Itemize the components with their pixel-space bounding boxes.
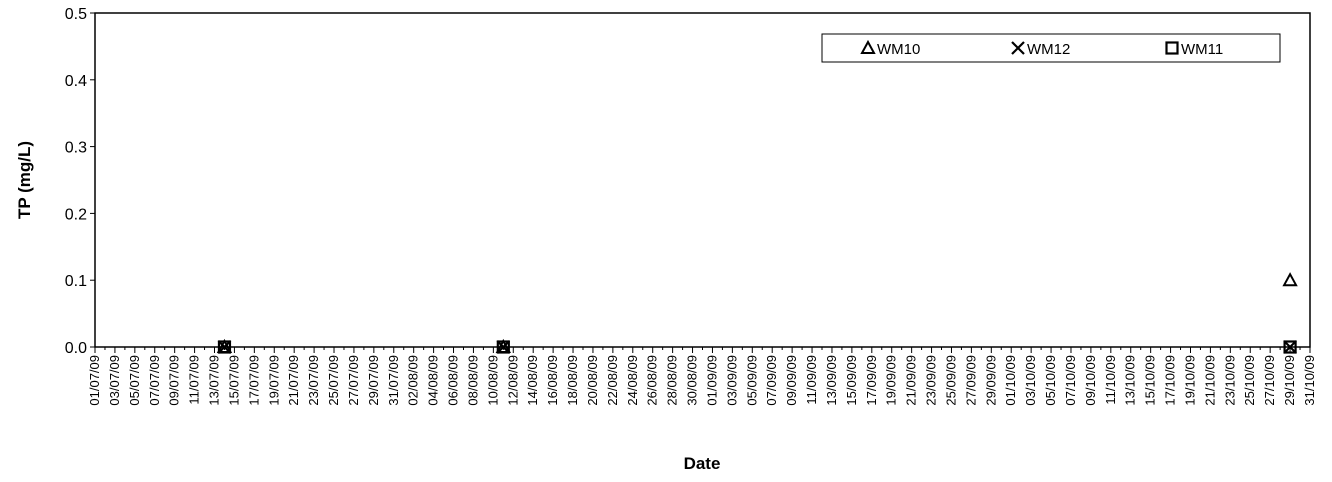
legend-marker-wm12 — [1011, 41, 1025, 55]
y-tick-label: 0.2 — [65, 206, 87, 223]
x-tick-label: 25/07/09 — [326, 355, 341, 406]
x-tick-label: 09/09/09 — [784, 355, 799, 406]
x-tick-label: 05/09/09 — [744, 355, 759, 406]
x-tick-label: 05/10/09 — [1043, 355, 1058, 406]
x-tick-label: 06/08/09 — [446, 355, 461, 406]
x-tick-label: 11/07/09 — [187, 355, 202, 405]
x-tick-label: 18/08/09 — [565, 355, 580, 406]
data-point-wm12 — [1283, 340, 1297, 354]
x-tick-label: 28/08/09 — [665, 355, 680, 406]
x-tick-label: 26/08/09 — [645, 355, 660, 406]
legend-marker-wm10 — [860, 39, 876, 54]
x-tick-label: 17/09/09 — [864, 355, 879, 406]
x-tick-label: 17/10/09 — [1163, 355, 1178, 406]
data-point-wm11 — [496, 340, 510, 354]
y-tick-label: 0.5 — [65, 6, 87, 23]
x-tick-label: 03/07/09 — [107, 355, 122, 406]
y-tick-label: 0.1 — [65, 273, 87, 290]
x-tick-label: 30/08/09 — [685, 355, 700, 406]
x-tick-label: 01/10/09 — [1003, 355, 1018, 406]
x-tick-label: 27/10/09 — [1262, 355, 1277, 406]
x-tick-label: 21/09/09 — [904, 355, 919, 406]
x-tick-label: 25/10/09 — [1242, 355, 1257, 406]
x-tick-label: 05/07/09 — [127, 355, 142, 406]
x-tick-label: 23/10/09 — [1222, 355, 1237, 406]
x-tick-label: 24/08/09 — [625, 355, 640, 406]
x-tick-label: 22/08/09 — [605, 355, 620, 406]
x-tick-label: 19/07/09 — [266, 355, 281, 406]
x-tick-label: 23/09/09 — [924, 355, 939, 406]
x-tick-label: 14/08/09 — [525, 355, 540, 406]
x-tick-label: 17/07/09 — [246, 355, 261, 406]
y-tick-label: 0.4 — [65, 73, 87, 90]
x-tick-label: 20/08/09 — [585, 355, 600, 406]
x-tick-label: 11/10/09 — [1103, 355, 1118, 405]
x-tick-label: 01/07/09 — [87, 355, 102, 406]
x-tick-label: 11/09/09 — [804, 355, 819, 405]
x-tick-label: 23/07/09 — [306, 355, 321, 406]
legend: WM10 WM12 WM11 — [821, 33, 1281, 63]
legend-marker-wm11 — [1165, 41, 1179, 55]
x-tick-label: 04/08/09 — [426, 355, 441, 406]
x-tick-label: 13/07/09 — [207, 355, 222, 406]
x-tick-label: 07/07/09 — [147, 355, 162, 406]
y-tick-label: 0.0 — [65, 340, 87, 357]
x-tick-label: 13/09/09 — [824, 355, 839, 406]
x-tick-label: 15/10/09 — [1143, 355, 1158, 406]
legend-label: WM11 — [1181, 41, 1223, 58]
x-tick-label: 31/07/09 — [386, 355, 401, 406]
data-point-wm12 — [217, 340, 232, 354]
x-tick-label: 25/09/09 — [943, 355, 958, 406]
x-tick-label: 09/07/09 — [167, 355, 182, 406]
x-tick-label: 19/09/09 — [884, 355, 899, 406]
x-tick-label: 29/09/09 — [983, 355, 998, 406]
data-point-wm11 — [1283, 340, 1297, 354]
x-tick-label: 10/08/09 — [485, 355, 500, 406]
x-tick-label: 21/07/09 — [286, 355, 301, 406]
x-tick-label: 03/09/09 — [724, 355, 739, 406]
x-tick-label: 31/10/09 — [1302, 355, 1317, 406]
y-axis-title: TP (mg/L) — [15, 141, 34, 219]
data-points — [216, 272, 1298, 354]
x-tick-label: 21/10/09 — [1202, 355, 1217, 406]
x-axis: 01/07/09 03/07/09 05/07/09 07/07/09 09/07/09… — [87, 347, 1317, 406]
x-axis-title: Date — [684, 454, 721, 473]
x-tick-label: 01/09/09 — [704, 355, 719, 406]
legend-label: WM12 — [1027, 41, 1070, 58]
x-tick-label: 03/10/09 — [1023, 355, 1038, 406]
x-tick-label: 07/10/09 — [1063, 355, 1078, 406]
x-tick-label: 15/09/09 — [844, 355, 859, 406]
x-tick-label: 02/08/09 — [406, 355, 421, 406]
x-tick-label: 29/07/09 — [366, 355, 381, 406]
x-tick-label: 29/10/09 — [1282, 355, 1297, 406]
x-tick-label: 09/10/09 — [1083, 355, 1098, 406]
data-point-wm10 — [1282, 272, 1298, 287]
data-point-wm12 — [496, 340, 511, 354]
data-point-wm11 — [217, 340, 232, 354]
x-tick-label: 13/10/09 — [1123, 355, 1138, 406]
legend-box — [821, 33, 1281, 63]
x-tick-label: 15/07/09 — [226, 355, 241, 406]
x-tick-label: 16/08/09 — [545, 355, 560, 406]
x-tick-label: 19/10/09 — [1182, 355, 1197, 406]
x-tick-label: 12/08/09 — [505, 355, 520, 406]
y-axis: 0.0 0.1 0.2 0.3 0.4 0.5 — [65, 6, 95, 357]
x-tick-label: 07/09/09 — [764, 355, 779, 406]
x-tick-label: 27/07/09 — [346, 355, 361, 406]
x-tick-label: 08/08/09 — [465, 355, 480, 406]
x-tick-label: 27/09/09 — [963, 355, 978, 406]
legend-label: WM10 — [877, 41, 920, 58]
plot-frame — [94, 12, 1311, 348]
y-tick-label: 0.3 — [65, 140, 87, 157]
